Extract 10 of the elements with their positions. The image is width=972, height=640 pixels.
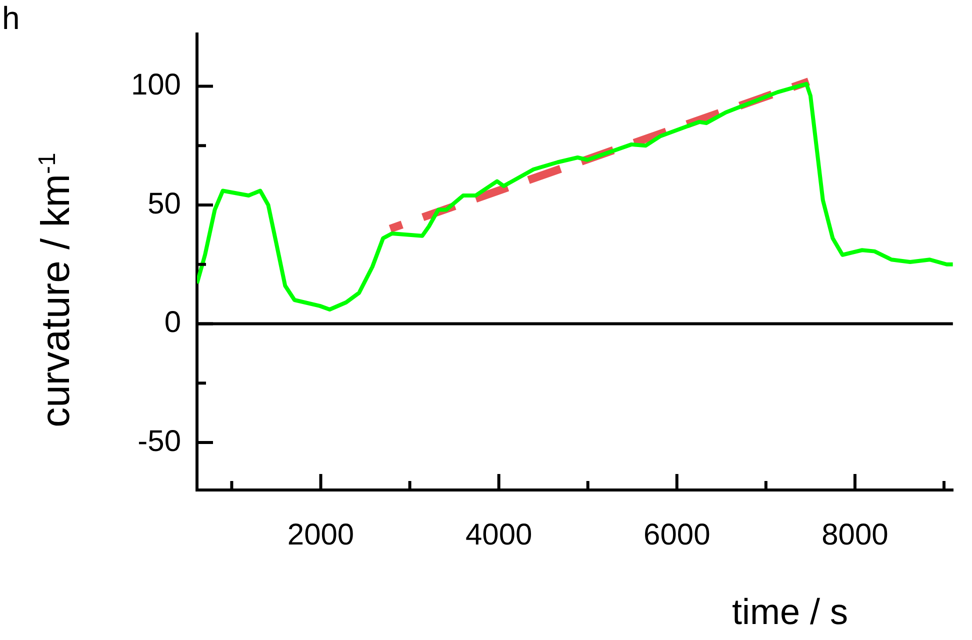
y-tick-label: -50: [138, 424, 181, 458]
y-tick-label: 50: [148, 187, 181, 220]
x-tick-label: 8000: [822, 518, 888, 552]
x-tick-label: 4000: [465, 518, 532, 552]
y-tick-label: 0: [164, 306, 181, 340]
text: h: [2, 0, 20, 36]
x-tick-label: 2000: [287, 518, 354, 552]
x-axis-title: time / s: [732, 591, 848, 632]
x-tick-label: 6000: [644, 518, 710, 552]
y-tick-label: 100: [130, 68, 181, 102]
